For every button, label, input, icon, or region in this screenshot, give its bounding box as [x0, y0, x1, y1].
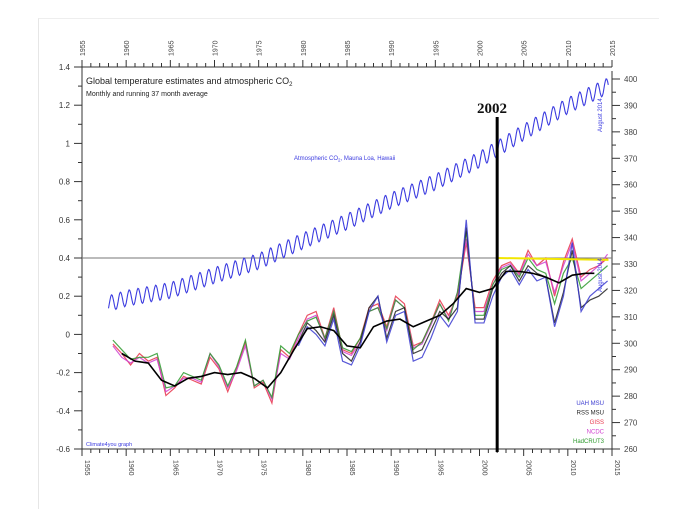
x-tick-label-bottom: 1975 [260, 460, 267, 476]
y-left-tick-label: 0.2 [59, 292, 71, 301]
y-right-tick-label: 330 [624, 260, 638, 269]
y-left-tick-label: -0.2 [56, 369, 70, 378]
y-right-tick-label: 270 [624, 419, 638, 428]
trend-line-2002-2014 [497, 257, 609, 261]
x-tick-label-bottom: 1990 [392, 460, 399, 476]
x-tick-label-bottom: 2000 [481, 460, 488, 476]
co2-series-label: Atmospheric CO2, Mauna Loa, Hawaii [294, 156, 395, 163]
chart-subtitle: Monthly and running 37 month average [86, 91, 208, 98]
y-left-tick-label: 0.6 [59, 216, 71, 225]
y-left-tick-label: -0.6 [56, 445, 70, 454]
x-tick-label-top: 1970 [213, 40, 220, 56]
axes: 1955 1955 1960 1960 1965 1965 1970 1970 1975 1975… [56, 40, 638, 475]
legend-item-giss: GISS [590, 420, 604, 426]
legend-item-uah-msu: UAH MSU [576, 401, 604, 407]
series-line-uah-msu [297, 219, 608, 366]
credit-label: Climate4you graph [86, 442, 132, 448]
y-right-tick-label: 360 [624, 181, 638, 190]
y-right-tick-label: 290 [624, 366, 638, 375]
y-right-tick-label: 350 [624, 207, 638, 216]
x-tick-label-bottom: 1985 [348, 460, 355, 476]
y-left-tick-label: 0.8 [59, 178, 71, 187]
x-tick-label-top: 2005 [522, 40, 529, 56]
y-right-tick-label: 390 [624, 101, 638, 110]
co2-line [107, 78, 609, 311]
x-tick-label-top: 2015 [610, 40, 617, 56]
chart-labels: Global temperature estimates and atmosph… [86, 76, 604, 448]
y-right-tick-label: 370 [624, 154, 638, 163]
y-right-tick-label: 320 [624, 286, 638, 295]
chart-title: Global temperature estimates and atmosph… [86, 76, 293, 88]
y-right-tick-label: 300 [624, 339, 638, 348]
x-tick-label-top: 1985 [345, 40, 352, 56]
series-line-rss-msu [297, 227, 608, 363]
x-tick-label-bottom: 2010 [569, 460, 576, 476]
x-tick-label-bottom: 2015 [613, 460, 620, 476]
x-tick-label-bottom: 1965 [171, 460, 178, 476]
x-tick-label-top: 1965 [168, 40, 175, 56]
y-right-tick-label: 400 [624, 75, 638, 84]
y-right-tick-label: 280 [624, 392, 638, 401]
year-2002-annotation: 2002 [477, 101, 507, 117]
y-right-tick-label: 340 [624, 234, 638, 243]
y-right-tick-label: 310 [624, 313, 638, 322]
x-tick-label-bottom: 1955 [83, 460, 90, 476]
y-left-tick-label: 1.2 [59, 101, 71, 110]
plot-marks [82, 78, 612, 452]
x-tick-label-top: 1960 [124, 40, 131, 56]
y-left-tick-label: 1 [66, 139, 71, 148]
x-tick-label-bottom: 1980 [304, 460, 311, 476]
temp-end-label: August 2014 [598, 258, 604, 292]
y-right-tick-label: 380 [624, 128, 638, 137]
series-line-ncdc [112, 238, 609, 402]
y-left-tick-label: 1.4 [59, 63, 71, 72]
y-left-tick-label: 0 [66, 330, 71, 339]
x-tick-label-bottom: 1995 [436, 460, 443, 476]
x-tick-label-bottom: 2005 [525, 460, 532, 476]
y-left-tick-label: -0.4 [56, 407, 70, 416]
x-tick-label-top: 1980 [301, 40, 308, 56]
x-tick-label-bottom: 1960 [127, 460, 134, 476]
x-tick-label-top: 2010 [566, 40, 573, 56]
legend-item-ncdc: NCDC [587, 430, 605, 436]
chart-frame [38, 18, 659, 509]
x-tick-label-top: 1955 [80, 40, 87, 56]
x-tick-label-top: 1975 [257, 40, 264, 56]
running-average-line [121, 270, 595, 389]
y-left-tick-label: 0.4 [59, 254, 71, 263]
legend: UAH MSU RSS MSU GISS NCDC HadCRUT3 [573, 401, 605, 445]
x-tick-label-bottom: 1970 [216, 460, 223, 476]
co2-end-label: August 2014 [598, 98, 604, 132]
legend-item-hadcrut3: HadCRUT3 [573, 439, 605, 445]
series-line-hadcrut3 [112, 231, 608, 400]
y-right-tick-label: 260 [624, 445, 638, 454]
x-tick-label-top: 2000 [478, 40, 485, 56]
x-tick-label-top: 1995 [433, 40, 440, 56]
legend-item-rss-msu: RSS MSU [577, 411, 604, 417]
x-tick-label-top: 1990 [389, 40, 396, 56]
